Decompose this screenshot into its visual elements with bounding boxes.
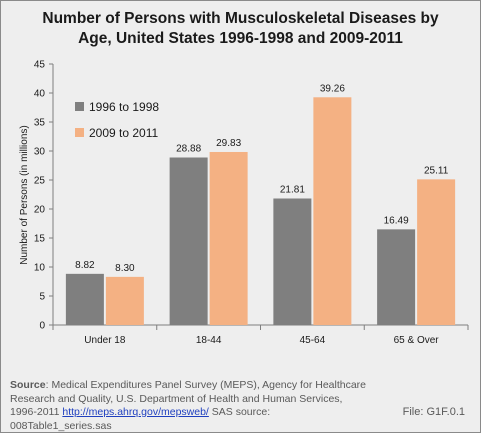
y-axis-label: Number of Persons (in millions) <box>19 125 30 265</box>
legend-label: 1996 to 1998 <box>89 100 159 114</box>
y-tick-label: 45 <box>34 60 46 71</box>
data-label: 8.82 <box>75 260 95 271</box>
source-link[interactable]: http://meps.ahrq.gov/mepsweb/ <box>62 406 209 418</box>
data-label: 21.81 <box>280 185 305 196</box>
data-labels: 8.82 28.88 21.81 16.49 8.30 29.83 39.26 25.11 <box>75 83 449 274</box>
bar-series-1 <box>377 229 416 325</box>
bar-series-2 <box>209 151 248 325</box>
bar-series <box>65 97 456 326</box>
y-axis: 0 5 10 15 20 25 30 35 40 45 <box>34 60 54 332</box>
bar-series-2 <box>105 276 144 325</box>
bar-series-1 <box>65 273 104 325</box>
data-label: 25.11 <box>424 165 449 176</box>
legend: 1996 to 1998 2009 to 2011 <box>75 100 159 140</box>
data-label: 16.49 <box>384 215 409 226</box>
data-label: 28.88 <box>176 143 201 154</box>
chart-title-line-2: Age, United States 1996-1998 and 2009-20… <box>78 30 403 47</box>
bar-series-1 <box>273 198 312 325</box>
source-text: : Medical Expenditures Panel Survey (MEP… <box>10 379 367 418</box>
data-label: 39.26 <box>320 83 345 94</box>
x-axis: Under 18 18-44 45-64 65 & Over <box>52 324 469 346</box>
bar-series-2 <box>313 97 352 326</box>
legend-swatch <box>75 102 84 111</box>
y-tick-label: 30 <box>34 147 46 158</box>
y-tick-label: 40 <box>34 89 46 100</box>
y-tick-label: 15 <box>34 234 46 245</box>
chart-title-line-1: Number of Persons with Musculoskeletal D… <box>42 10 439 27</box>
bar-series-2 <box>417 179 456 325</box>
source-label: Source <box>10 379 46 391</box>
x-tick-label: Under 18 <box>84 335 126 346</box>
file-id: File: G1F.0.1 <box>402 406 465 418</box>
y-tick-label: 25 <box>34 176 46 187</box>
chart-title: Number of Persons with Musculoskeletal D… <box>0 9 481 49</box>
data-label: 29.83 <box>216 138 241 149</box>
data-label: 8.30 <box>115 263 135 274</box>
y-tick-label: 35 <box>34 118 46 129</box>
legend-swatch <box>75 128 84 137</box>
x-tick-label: 65 & Over <box>394 335 440 346</box>
legend-label: 2009 to 2011 <box>89 126 159 140</box>
y-tick-label: 10 <box>34 263 46 274</box>
x-tick-label: 45-64 <box>300 335 326 346</box>
y-tick-label: 0 <box>39 321 45 332</box>
sas-source-text: SAS source: 008Table1_series.sas <box>10 406 271 432</box>
y-tick-label: 5 <box>39 292 45 303</box>
x-tick-label: 18-44 <box>196 335 222 346</box>
bar-series-1 <box>169 157 208 325</box>
source-note: Source: Medical Expenditures Panel Surve… <box>10 379 370 433</box>
y-tick-label: 20 <box>34 205 46 216</box>
